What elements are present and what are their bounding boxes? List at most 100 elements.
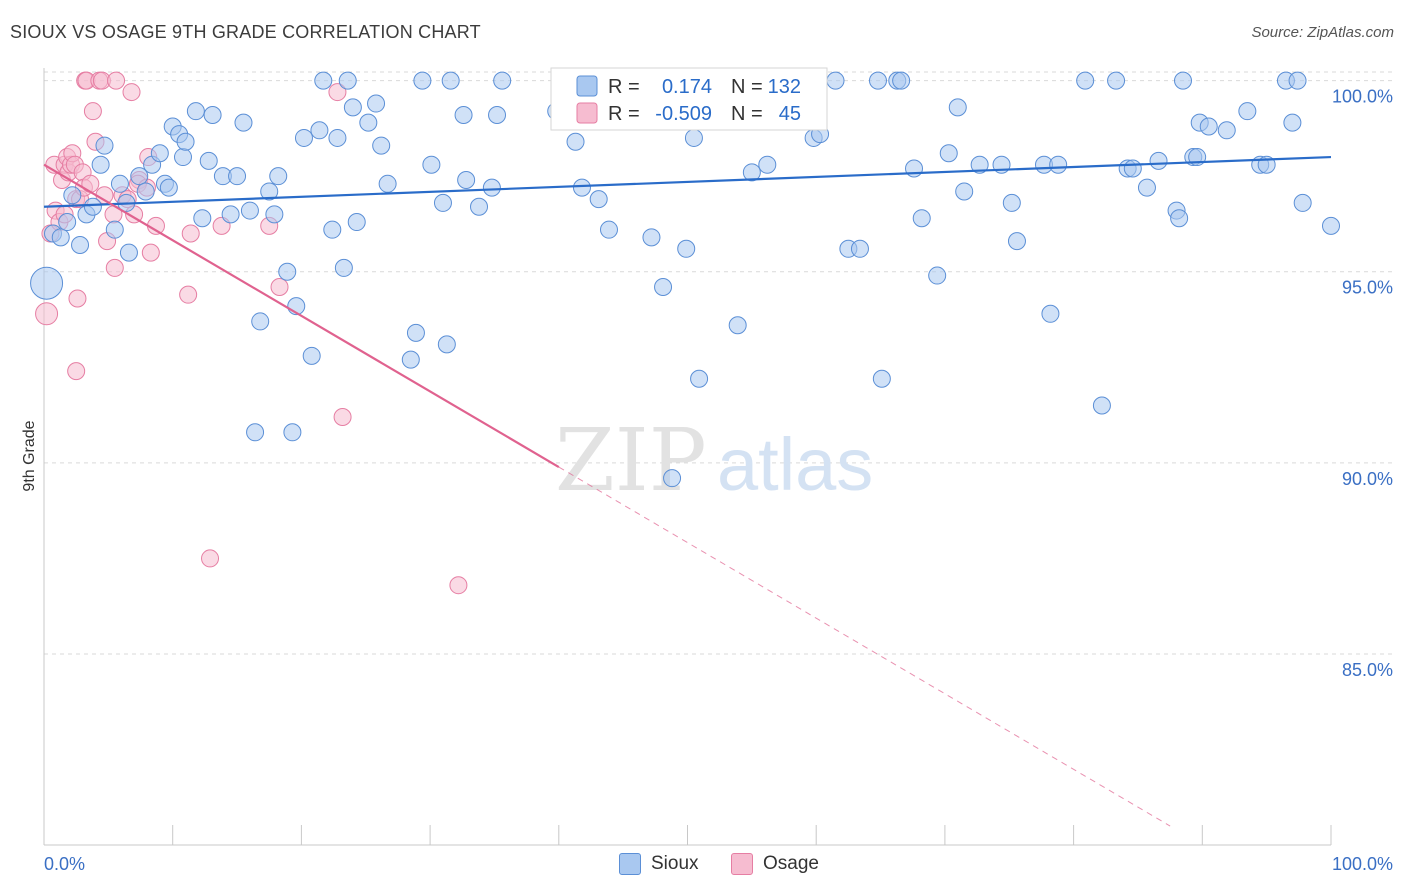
sioux-point bbox=[71, 235, 90, 254]
sioux-point bbox=[1288, 71, 1307, 90]
sioux-point bbox=[338, 71, 357, 90]
sioux-point bbox=[1217, 121, 1236, 140]
sioux-point bbox=[328, 128, 347, 147]
sioux-point bbox=[470, 197, 489, 216]
chart-title: SIOUX VS OSAGE 9TH GRADE CORRELATION CHA… bbox=[10, 22, 481, 42]
sioux-point bbox=[83, 197, 102, 216]
sioux-trend-line bbox=[43, 155, 1332, 208]
sioux-point bbox=[1293, 193, 1312, 212]
legend-r-value-osage: -0.509 bbox=[655, 103, 712, 125]
sioux-point bbox=[1123, 159, 1142, 178]
bottom-legend-label-osage: Osage bbox=[763, 853, 819, 874]
y-tick-label: 90.0% bbox=[1342, 469, 1393, 489]
sioux-point bbox=[1049, 155, 1068, 174]
sioux-point bbox=[482, 178, 501, 197]
osage-point bbox=[107, 71, 126, 90]
sioux-point bbox=[488, 106, 507, 125]
watermark-zip: ZIP bbox=[555, 411, 707, 511]
sioux-point bbox=[1170, 209, 1189, 228]
sioux-point bbox=[378, 174, 397, 193]
sioux-point bbox=[401, 350, 420, 369]
sioux-point bbox=[433, 193, 452, 212]
sioux-point bbox=[728, 316, 747, 335]
osage-point bbox=[35, 302, 59, 326]
sioux-point bbox=[1238, 102, 1257, 121]
sioux-point bbox=[677, 239, 696, 258]
osage-point bbox=[81, 174, 100, 193]
sioux-point bbox=[334, 258, 353, 277]
sioux-point bbox=[663, 469, 682, 488]
sioux-point bbox=[110, 174, 129, 193]
sioux-point bbox=[1173, 71, 1192, 90]
legend-n-label-osage: N = bbox=[731, 103, 763, 125]
bottom-legend-sioux: Sioux bbox=[619, 852, 699, 876]
legend-r-label-sioux: R = bbox=[608, 76, 640, 98]
sioux-point bbox=[58, 213, 77, 232]
sioux-point bbox=[955, 182, 974, 201]
sioux-point bbox=[246, 423, 265, 442]
sioux-point bbox=[413, 71, 432, 90]
sioux-point bbox=[493, 71, 512, 90]
osage-point bbox=[105, 258, 124, 277]
sioux-point bbox=[150, 144, 169, 163]
sioux-point bbox=[422, 155, 441, 174]
sioux-point bbox=[234, 113, 253, 132]
legend-swatch-osage bbox=[576, 102, 598, 124]
osage-point bbox=[181, 224, 200, 243]
legend-r-label-osage: R = bbox=[608, 103, 640, 125]
sioux-point bbox=[642, 228, 661, 247]
watermark-atlas: atlas bbox=[717, 423, 873, 506]
bottom-legend-label-sioux: Sioux bbox=[651, 853, 699, 874]
legend-r-value-sioux: 0.174 bbox=[662, 76, 712, 98]
sioux-point bbox=[136, 182, 155, 201]
sioux-point bbox=[1007, 232, 1026, 251]
x-tick-label: 100.0% bbox=[1332, 854, 1393, 874]
trend-lines bbox=[43, 155, 1332, 827]
sioux-point bbox=[302, 346, 321, 365]
sioux-point bbox=[599, 220, 618, 239]
sioux-point bbox=[654, 278, 673, 297]
osage-point bbox=[68, 289, 87, 308]
legend-n-value-osage: 45 bbox=[779, 103, 801, 125]
sioux-point bbox=[690, 369, 709, 388]
sioux-point bbox=[1002, 193, 1021, 212]
sioux-point bbox=[454, 106, 473, 125]
sioux-point bbox=[892, 71, 911, 90]
sioux-point bbox=[240, 201, 259, 220]
y-axis-title: 9th Grade bbox=[21, 420, 38, 491]
legend-box: R = 0.174 N = 132 R = -0.509 N = 45 bbox=[550, 67, 828, 131]
osage-trend-line bbox=[43, 163, 560, 468]
sioux-point bbox=[566, 132, 585, 151]
sioux-point bbox=[589, 190, 608, 209]
sioux-point bbox=[265, 205, 284, 224]
bottom-legend-swatch-sioux bbox=[619, 853, 641, 875]
legend-n-value-sioux: 132 bbox=[768, 76, 801, 98]
sioux-point bbox=[367, 94, 386, 113]
sioux-point bbox=[912, 209, 931, 228]
sioux-point bbox=[95, 136, 114, 155]
bottom-legend-osage: Osage bbox=[731, 852, 819, 876]
osage-point bbox=[83, 102, 102, 121]
sioux-point bbox=[742, 163, 761, 182]
sioux-point bbox=[1041, 304, 1060, 323]
sioux-point bbox=[343, 98, 362, 117]
source-label: Source: ZipAtlas.com bbox=[1251, 24, 1394, 41]
bottom-legend-swatch-osage bbox=[731, 853, 753, 875]
sioux-point bbox=[437, 335, 456, 354]
sioux-point bbox=[310, 121, 329, 140]
sioux-point bbox=[850, 239, 869, 258]
legend-swatch-sioux bbox=[576, 75, 598, 97]
sioux-point bbox=[176, 132, 195, 151]
y-tick-label: 100.0% bbox=[1332, 87, 1393, 107]
osage-point bbox=[201, 549, 220, 568]
sioux-point bbox=[159, 178, 178, 197]
x-tick-label: 0.0% bbox=[44, 854, 85, 874]
osage-point bbox=[328, 83, 347, 102]
legend-n-label-sioux: N = bbox=[731, 76, 763, 98]
sioux-point bbox=[1137, 178, 1156, 197]
osage-point bbox=[179, 285, 198, 304]
sioux-point bbox=[105, 220, 124, 239]
sioux-point bbox=[1149, 151, 1168, 170]
sioux-point bbox=[203, 106, 222, 125]
